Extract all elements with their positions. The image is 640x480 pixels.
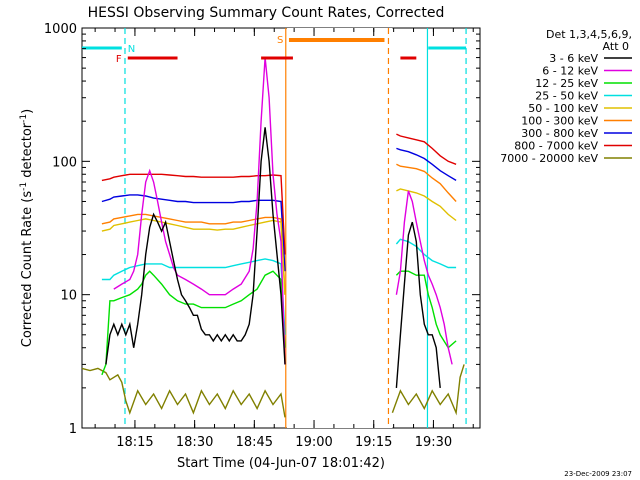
y-axis-label-main: Corrected Count Rate (s [20,191,35,348]
series-line-800-7000-keV-0 [101,173,286,255]
flag-label-N: N [128,44,135,55]
flag-label-S: S [277,35,283,46]
series-line-3-6-keV-0 [105,127,286,365]
x-tick-label: 19:30 [415,435,452,450]
series-line-50-100-keV-1 [396,188,457,222]
y-tick-label: 1000 [44,22,77,37]
series-line-800-7000-keV-1 [396,133,457,165]
x-tick-label: 18:15 [116,435,153,450]
x-tick-label: 18:30 [176,435,213,450]
y-axis-label-sup1: -1 [19,182,29,191]
series-line-6-12-keV-1 [395,190,453,365]
legend-label: 3 - 6 keV [549,52,598,65]
legend-label: 800 - 7000 keV [514,140,598,153]
series-line-100-300-keV-1 [396,163,457,202]
series-line-12-25-keV-1 [395,270,457,349]
legend-header-attenuator: Att 0 [603,40,629,53]
legend-label: 100 - 300 keV [521,115,598,128]
flag-label-F: F [116,54,122,65]
series-line-7000-20000-keV-0 [81,367,286,418]
legend-label: 6 - 12 keV [542,65,598,78]
x-axis: 18:15 18:30 18:45 19:00 19:15 19:30 [94,28,474,450]
chart-title: HESSI Observing Summary Count Rates, Cor… [88,5,445,21]
x-tick-label: 18:45 [236,435,273,450]
series-line-6-12-keV-0 [113,57,286,365]
legend-label: 300 - 800 keV [521,127,598,140]
y-axis-label: Corrected Count Rate (s-1 detector-1) [19,109,35,347]
plot-area: NF S [81,27,481,429]
y-tick-label: 10 [60,289,77,304]
y-tick-label: 1 [69,422,77,437]
y-axis: 1 10 100 1000 [44,22,480,437]
series-line-300-800-keV-1 [396,147,457,182]
series-line-3-6-keV-1 [395,221,441,388]
plot-frame [81,27,481,429]
plot-timestamp: 23-Dec-2009 23:07 [564,470,632,478]
legend-header-detectors: Det 1,3,4,5,6,9, [546,28,632,41]
legend-label: 7000 - 20000 keV [500,152,598,165]
x-tick-label: 19:15 [355,435,392,450]
y-axis-label-sup2: -1 [19,114,29,123]
x-tick-label: 19:00 [295,435,332,450]
data-gap-band [286,28,393,428]
legend-label: 25 - 50 keV [535,90,598,103]
legend-label: 12 - 25 keV [535,77,598,90]
legend-label: 50 - 100 keV [528,102,598,115]
series-line-25-50-keV-0 [101,258,286,335]
series-line-7000-20000-keV-1 [391,364,465,416]
y-axis-label-mid: detector [20,122,35,182]
y-axis-label-end: ) [20,109,35,114]
series-line-25-50-keV-1 [395,238,457,269]
x-axis-label: Start Time (04-Jun-07 18:01:42) [177,456,385,471]
y-tick-label: 100 [52,155,77,170]
series-line-12-25-keV-0 [101,270,286,376]
